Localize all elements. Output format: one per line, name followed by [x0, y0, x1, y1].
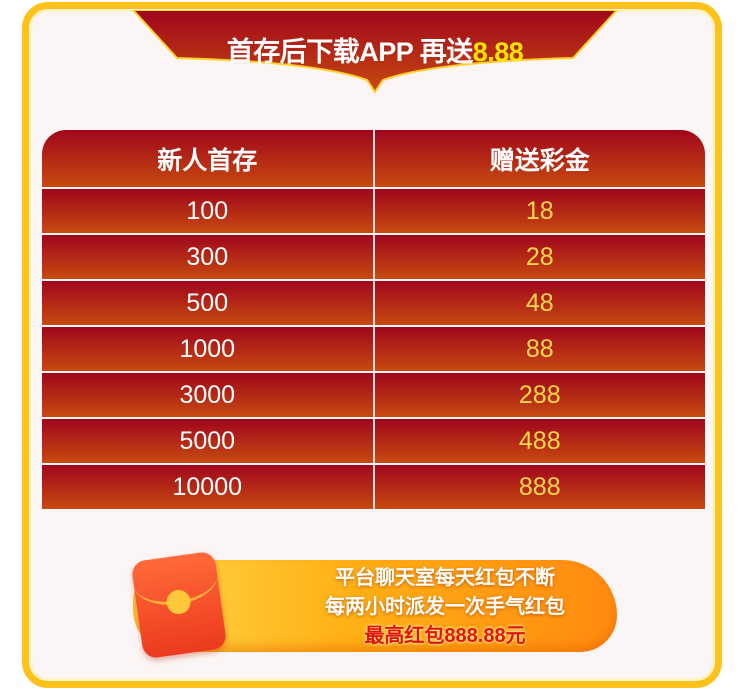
- header-bonus: 赠送彩金: [489, 146, 590, 175]
- table-row: 100 18: [42, 189, 705, 233]
- deposit-cell: 100: [42, 189, 375, 233]
- deposit-cell: 300: [42, 235, 375, 279]
- table-row: 300 28: [42, 235, 705, 279]
- bonus-amount: 8.88: [472, 37, 524, 67]
- deposit-cell: 10000: [42, 465, 375, 509]
- bonus-cell: 888: [518, 472, 561, 501]
- table-row: 5000 488: [42, 419, 705, 463]
- bonus-cell: 28: [525, 242, 554, 271]
- table-header: 新人首存 赠送彩金: [42, 130, 705, 187]
- promo-line-3: 最高红包888.88元: [364, 625, 526, 647]
- table-row: 10000 888: [42, 465, 705, 509]
- bonus-cell: 48: [525, 288, 554, 317]
- promo-line-2: 每两小时派发一次手气红包: [325, 596, 565, 618]
- banner-title: 首存后下载APP 再送8.88: [226, 37, 524, 67]
- bonus-table: 新人首存 赠送彩金 100 18 300 28 500 48 1000 88 3000 288 50…: [42, 130, 705, 509]
- header-deposit: 新人首存: [42, 130, 375, 187]
- bonus-cell: 288: [518, 380, 561, 409]
- bonus-cell: 88: [525, 334, 554, 363]
- deposit-cell: 3000: [42, 373, 375, 417]
- promo-banner[interactable]: 平台聊天室每天红包不断 每两小时派发一次手气红包 最高红包888.88元: [123, 550, 617, 660]
- table-row: 3000 288: [42, 373, 705, 417]
- table-row: 500 48: [42, 281, 705, 325]
- deposit-cell: 1000: [42, 327, 375, 371]
- bonus-cell: 488: [518, 426, 561, 455]
- deposit-cell: 5000: [42, 419, 375, 463]
- table-row: 1000 88: [42, 327, 705, 371]
- deposit-cell: 500: [42, 281, 375, 325]
- red-envelope-icon: [130, 550, 228, 660]
- bonus-cell: 18: [525, 196, 554, 225]
- promo-line-1: 平台聊天室每天红包不断: [335, 567, 555, 589]
- title-banner: 首存后下载APP 再送8.88: [133, 10, 617, 94]
